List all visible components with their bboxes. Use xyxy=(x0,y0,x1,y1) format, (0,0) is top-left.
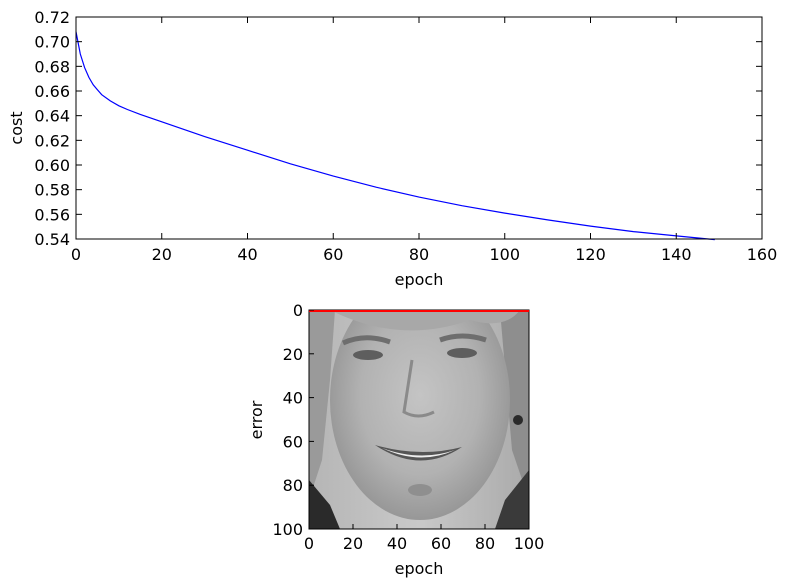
cost-x-tick-label: 40 xyxy=(237,245,257,264)
cost-y-ticks: 0.54 0.56 0.58 0.60 0.62 0.64 0.66 0.68 0.70 0.72 xyxy=(34,8,762,249)
cost-x-tick-label: 100 xyxy=(489,245,520,264)
error-x-tick-label: 0 xyxy=(304,534,314,553)
cost-y-tick-label: 0.70 xyxy=(34,33,70,52)
cost-y-tick-label: 0.56 xyxy=(34,205,70,224)
cost-x-ticks: 0 20 40 60 80 100 120 140 160 xyxy=(71,17,777,264)
cost-y-axis-label: cost xyxy=(7,111,26,144)
cost-series-line xyxy=(75,31,715,241)
error-x-tick-label: 40 xyxy=(387,534,407,553)
cost-x-tick-label: 60 xyxy=(323,245,343,264)
cost-x-tick-label: 20 xyxy=(152,245,172,264)
error-y-tick-label: 0 xyxy=(293,301,303,320)
cost-chart: 0 20 40 60 80 100 120 140 160 0.540.560.580.600.… xyxy=(7,8,777,289)
error-x-tick-label: 60 xyxy=(431,534,451,553)
error-y-tick-label: 100 xyxy=(272,520,303,539)
cost-x-tick-label: 160 xyxy=(747,245,778,264)
cost-x-tick-label: 80 xyxy=(409,245,429,264)
error-x-tick-label: 80 xyxy=(475,534,495,553)
error-y-tick-label: 20 xyxy=(283,345,303,364)
cost-y-tick-label: 0.58 xyxy=(34,181,70,200)
cost-y-tick-label: 0.68 xyxy=(34,57,70,76)
error-image-chart: 0 20 40 60 80 100 0 20 40 60 80 100 epoch error xyxy=(247,301,544,578)
error-y-tick-label: 60 xyxy=(283,432,303,451)
cost-y-tick-label: 0.64 xyxy=(34,107,70,126)
cost-y-tick-label: 0.60 xyxy=(34,156,70,175)
cost-y-tick-label: 0.72 xyxy=(34,8,70,27)
error-y-tick-label: 40 xyxy=(283,389,303,408)
error-x-tick-label: 20 xyxy=(343,534,363,553)
cost-plot-area xyxy=(76,17,762,239)
error-x-axis-label: epoch xyxy=(395,559,444,578)
cost-x-tick-label: 120 xyxy=(575,245,606,264)
error-y-ticks: 0 20 40 60 80 100 xyxy=(272,301,314,539)
cost-x-tick-label: 140 xyxy=(661,245,692,264)
cost-y-tick-label: 0.66 xyxy=(34,82,70,101)
error-y-axis-label: error xyxy=(247,400,266,439)
cost-series-group xyxy=(75,31,715,241)
cost-x-tick-label: 0 xyxy=(71,245,81,264)
face-image xyxy=(309,310,529,529)
cost-x-axis-label: epoch xyxy=(395,270,444,289)
error-x-tick-label: 100 xyxy=(514,534,545,553)
error-y-tick-label: 80 xyxy=(283,476,303,495)
error-x-ticks: 0 20 40 60 80 100 xyxy=(304,524,544,553)
cost-y-tick-label: 0.62 xyxy=(34,131,70,150)
cost-y-tick-label: 0.54 xyxy=(34,230,70,249)
